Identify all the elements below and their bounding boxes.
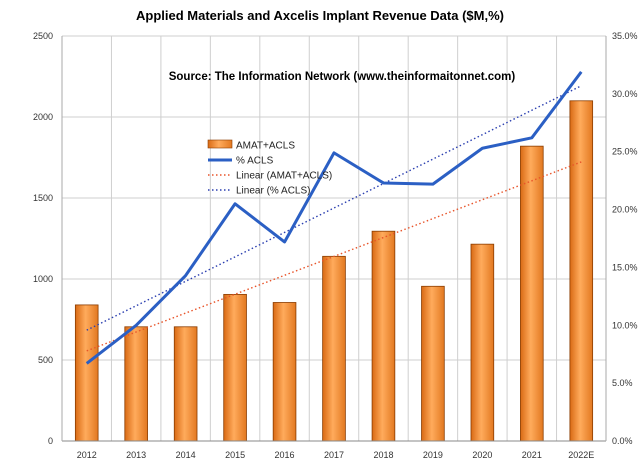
y-left-tick-label: 2000 — [33, 112, 53, 122]
chart-title: Applied Materials and Axcelis Implant Re… — [136, 8, 504, 23]
bar — [322, 255, 346, 442]
bar — [74, 304, 99, 442]
legend-label: Linear (AMAT+ACLS) — [236, 171, 332, 182]
y-right-tick-label: 35.0% — [612, 31, 638, 41]
y-right-tick-label: 10.0% — [612, 320, 638, 330]
y-right-tick-label: 15.0% — [612, 262, 638, 272]
y-left-tick-label: 500 — [38, 355, 53, 365]
bar — [421, 285, 445, 442]
y-left-tick-label: 1500 — [33, 193, 53, 203]
bar — [569, 100, 594, 442]
x-tick-label: 2017 — [324, 450, 344, 460]
y-left-tick-label: 1000 — [33, 274, 53, 284]
axes: 0 500 1000 1500 2000 2500 0.0% 5.0% 10.0% 15.0% 20… — [33, 31, 638, 460]
x-tick-label: 2018 — [373, 450, 393, 460]
y-left-tick-label: 0 — [48, 436, 53, 446]
legend: AMAT+ACLS % ACLS Linear (AMAT+ACLS) Linear … — [207, 139, 332, 197]
legend-label: % ACLS — [236, 156, 274, 167]
legend-label: AMAT+ACLS — [236, 141, 295, 152]
x-tick-label: 2019 — [423, 450, 443, 460]
line-series — [85, 70, 583, 365]
x-tick-label: 2020 — [472, 450, 492, 460]
x-tick-label: 2013 — [126, 450, 146, 460]
bar — [371, 230, 396, 442]
y-left-tick-label: 2500 — [33, 31, 53, 41]
x-tick-label: 2014 — [176, 450, 196, 460]
x-tick-label: 2022E — [568, 450, 594, 460]
y-right-tick-label: 20.0% — [612, 205, 638, 215]
x-tick-label: 2015 — [225, 450, 245, 460]
bar — [272, 302, 297, 442]
bar — [173, 326, 198, 442]
y-right-tick-label: 0.0% — [612, 436, 633, 446]
bar — [470, 243, 495, 442]
x-tick-label: 2021 — [522, 450, 542, 460]
y-right-tick-label: 5.0% — [612, 378, 633, 388]
y-right-tick-label: 30.0% — [612, 89, 638, 99]
y-right-tick-label: 25.0% — [612, 147, 638, 157]
bar — [520, 145, 544, 442]
x-tick-label: 2016 — [275, 450, 295, 460]
bar — [124, 326, 148, 442]
trendline-bars — [86, 161, 582, 352]
trendlines — [86, 85, 582, 352]
bar — [223, 293, 247, 442]
legend-swatch-bar — [207, 139, 233, 149]
x-tick-label: 2012 — [77, 450, 97, 460]
legend-label: Linear (% ACLS) — [236, 186, 310, 197]
bar-series — [74, 100, 594, 442]
chart-subtitle: Source: The Information Network (www.the… — [169, 71, 516, 83]
